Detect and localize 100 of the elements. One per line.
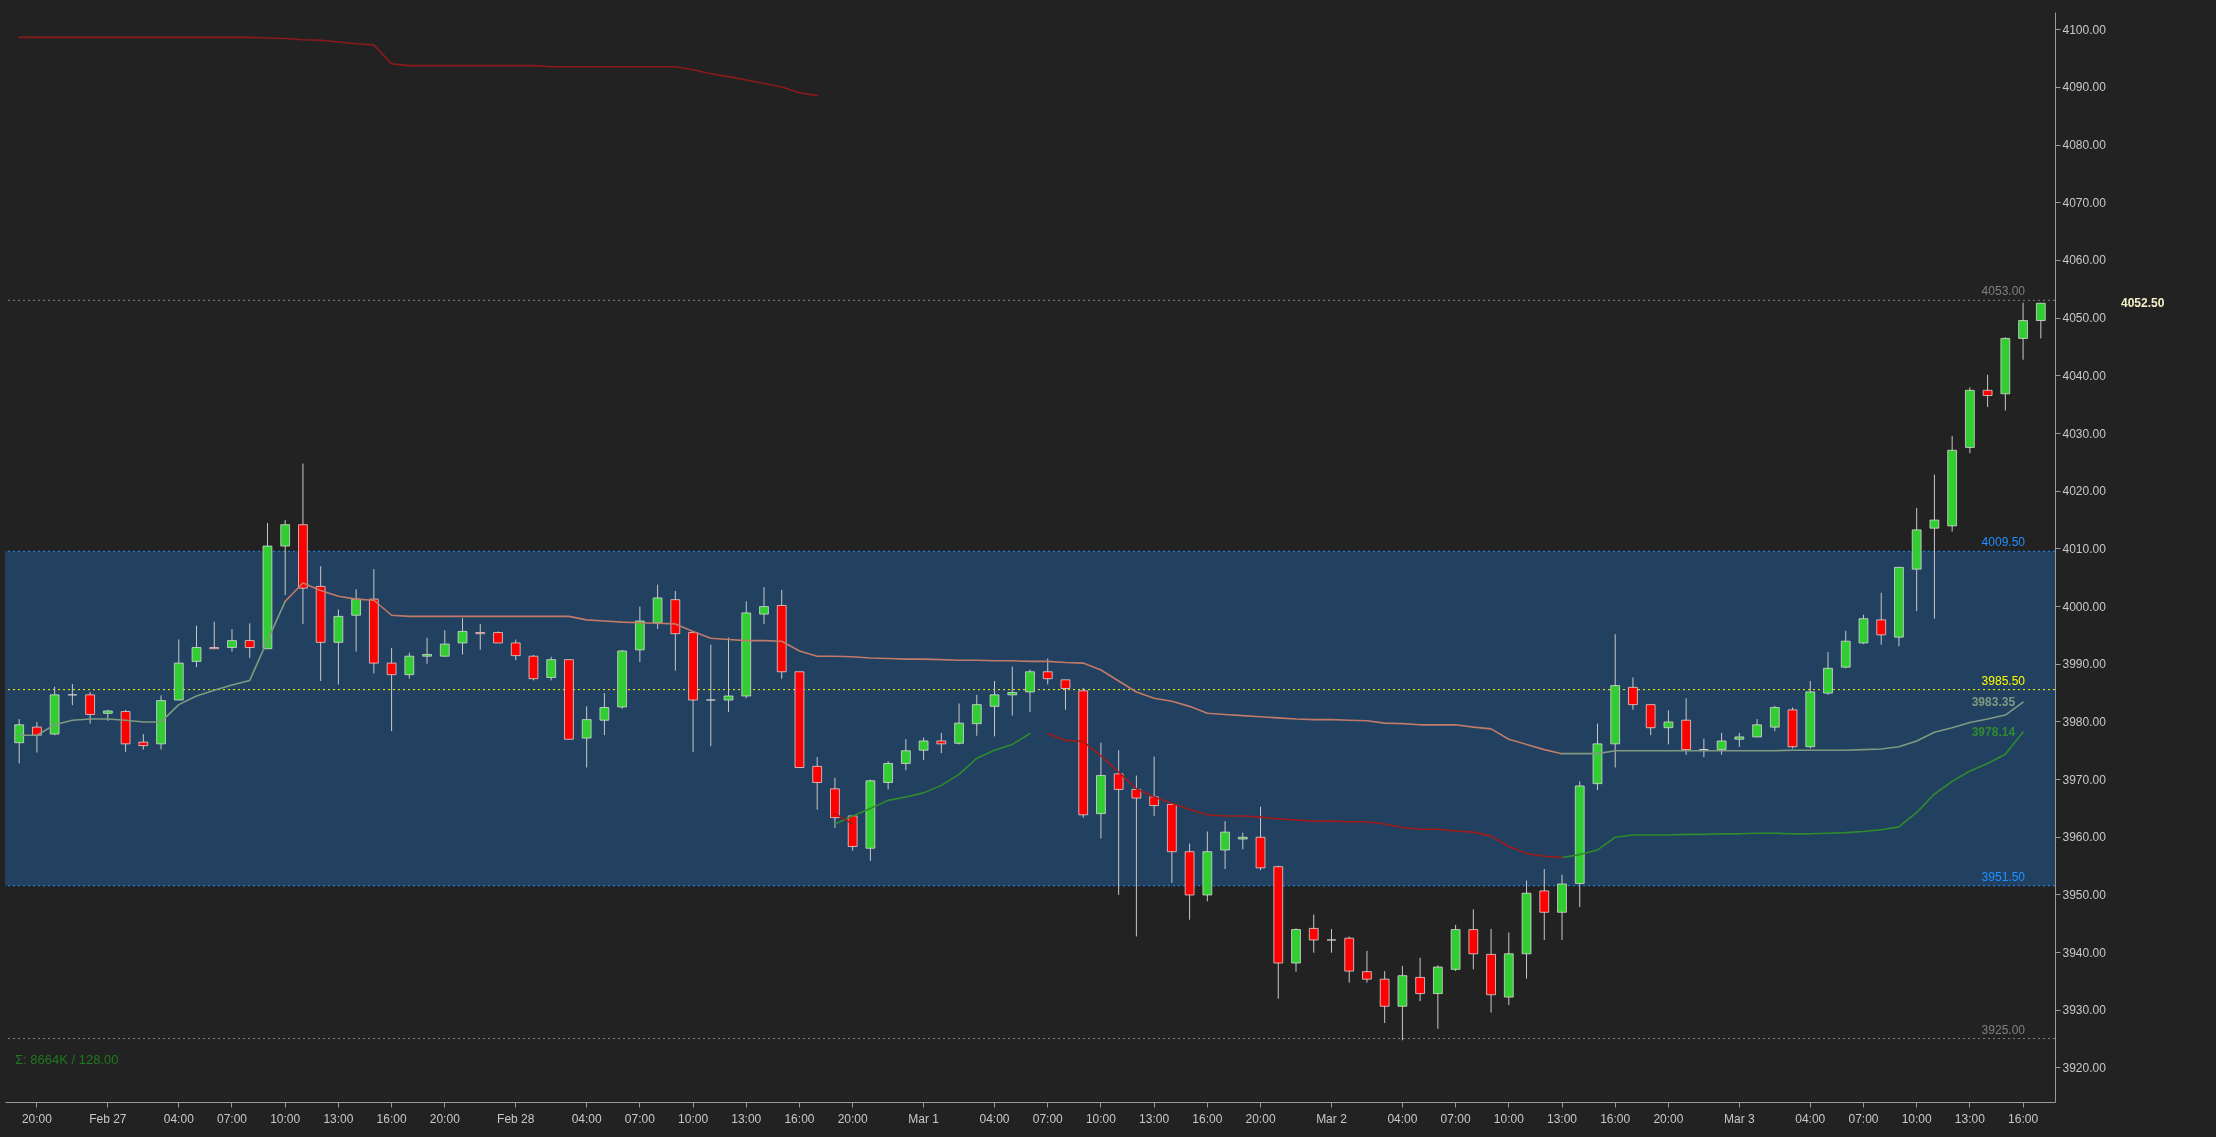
candlestick xyxy=(1113,749,1124,896)
x-tick-label: 13:00 xyxy=(731,1111,762,1126)
y-tick-label: 3940.00 xyxy=(2062,945,2107,960)
x-tick-label: 20:00 xyxy=(1653,1111,1684,1126)
candlestick xyxy=(883,760,893,790)
y-tick-label: 4030.00 xyxy=(2062,426,2107,441)
y-tick-label: 3950.00 xyxy=(2062,887,2107,902)
candlestick xyxy=(103,709,113,722)
candlestick xyxy=(1539,868,1550,941)
candlestick xyxy=(1007,666,1018,717)
candlestick xyxy=(546,656,557,681)
ref-line-label: 3951.50 xyxy=(1981,869,2026,884)
x-tick-label: Feb 27 xyxy=(89,1111,127,1126)
candlestick xyxy=(2018,302,2028,361)
candlestick xyxy=(1769,705,1780,732)
candlestick xyxy=(2035,302,2046,339)
candlestick xyxy=(1645,704,1656,736)
candlestick xyxy=(1628,677,1638,711)
candlestick xyxy=(1415,957,1425,1002)
x-tick-label: 04:00 xyxy=(979,1111,1010,1126)
candlestick xyxy=(1060,679,1071,711)
x-tick-label: 20:00 xyxy=(837,1111,868,1126)
candlestick xyxy=(971,694,982,737)
candlestick xyxy=(599,692,610,736)
y-tick-label: 3990.00 xyxy=(2062,657,2107,672)
y-tick-label: 3970.00 xyxy=(2062,772,2107,787)
x-tick-label: 04:00 xyxy=(163,1111,195,1126)
x-tick-label: 10:00 xyxy=(1085,1111,1117,1126)
candlestick xyxy=(280,519,291,596)
x-tick-label: 10:00 xyxy=(678,1111,709,1126)
x-tick-label: 07:00 xyxy=(1032,1111,1064,1126)
y-tick-label: 4070.00 xyxy=(2062,195,2107,210)
candlestick xyxy=(1362,950,1372,984)
x-tick-label: 13:00 xyxy=(1954,1111,1986,1126)
data-label: 3978.14 xyxy=(1971,725,2016,740)
candlestick xyxy=(954,702,964,745)
text: 4052.50 xyxy=(2121,296,2165,311)
candlestick xyxy=(475,623,486,651)
candlestick xyxy=(1308,914,1319,954)
x-tick-label: 07:00 xyxy=(1440,1111,1471,1126)
candlestick xyxy=(901,738,911,771)
x-tick-label: 07:00 xyxy=(216,1111,248,1126)
y-tick-label: 4100.00 xyxy=(2062,22,2107,37)
ref-line-label: 3925.00 xyxy=(1981,1022,2026,1037)
candlestick xyxy=(191,625,202,668)
x-tick-label: Mar 3 xyxy=(1724,1111,1755,1126)
candlestick xyxy=(528,654,539,681)
candlestick xyxy=(386,647,397,732)
candlestick xyxy=(1042,658,1053,685)
x-tick-label: 16:00 xyxy=(784,1111,815,1126)
candlestick xyxy=(1025,668,1035,713)
candlestick xyxy=(351,588,361,653)
y-tick-label: 3980.00 xyxy=(2062,714,2107,729)
x-tick-label: 13:00 xyxy=(1139,1111,1170,1126)
ref-line-label: 3985.50 xyxy=(1981,673,2026,688)
candlestick xyxy=(1716,732,1727,756)
x-tick-label: 16:00 xyxy=(1600,1111,1631,1126)
candlestick xyxy=(812,756,823,811)
y-tick-label: 4060.00 xyxy=(2062,253,2107,268)
candlestick xyxy=(918,737,929,761)
candlestick xyxy=(1929,474,1940,620)
candlestick xyxy=(1220,820,1230,870)
x-tick-label: Mar 1 xyxy=(908,1111,940,1126)
candlestick xyxy=(227,628,237,653)
y-tick-label: 4080.00 xyxy=(2062,138,2107,153)
candlestick xyxy=(1663,709,1674,745)
line-series xyxy=(18,36,818,97)
annotation: Σ: 8664K / 128.00 xyxy=(15,1052,119,1067)
y-tick-label: 3920.00 xyxy=(2062,1060,2107,1075)
x-tick-label: 10:00 xyxy=(1901,1111,1933,1126)
candlestick xyxy=(422,637,432,665)
line-series xyxy=(284,582,1563,755)
candlestick xyxy=(1876,592,1887,646)
y-tick-label: 4010.00 xyxy=(2062,541,2107,556)
candlestick xyxy=(989,680,1000,737)
x-tick-label: 20:00 xyxy=(1245,1111,1276,1126)
x-tick-label: 10:00 xyxy=(1493,1111,1525,1126)
candlestick xyxy=(1326,928,1337,954)
candlestick xyxy=(723,637,734,713)
candlestick xyxy=(244,622,255,659)
candlestick xyxy=(457,617,468,655)
candlestick xyxy=(439,629,450,658)
candlestick xyxy=(510,638,521,661)
x-tick-label: 10:00 xyxy=(270,1111,301,1126)
x-tick-label: 16:00 xyxy=(376,1111,407,1126)
candlestick xyxy=(581,705,592,768)
x-tick-label: 20:00 xyxy=(429,1111,461,1126)
candlestick xyxy=(759,586,769,625)
x-tick-label: 07:00 xyxy=(1848,1111,1879,1126)
candlestick xyxy=(404,652,415,680)
x-tick-label: 04:00 xyxy=(1795,1111,1826,1126)
x-tick-label: 16:00 xyxy=(1192,1111,1223,1126)
y-tick-label: 3930.00 xyxy=(2062,1003,2107,1018)
ref-line-label: 4009.50 xyxy=(1981,535,2026,550)
y-tick-label: 4050.00 xyxy=(2062,311,2107,326)
x-tick-label: 04:00 xyxy=(571,1111,602,1126)
candlestick xyxy=(14,718,25,764)
y-tick-label: 4090.00 xyxy=(2062,80,2107,95)
x-tick-label: Mar 2 xyxy=(1316,1111,1348,1126)
x-tick-label: 20:00 xyxy=(21,1111,53,1126)
